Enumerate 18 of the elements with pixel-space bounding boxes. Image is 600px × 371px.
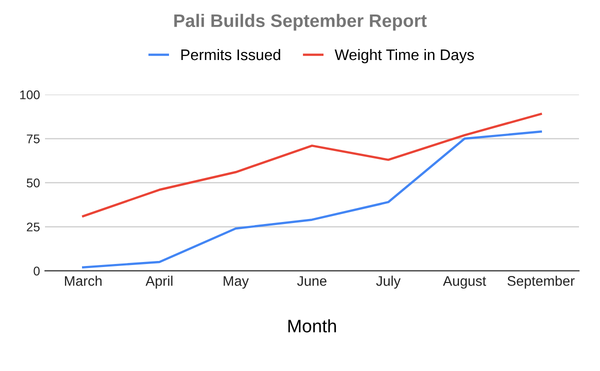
y-tick-label: 25 bbox=[26, 222, 40, 232]
y-tick-label: 0 bbox=[34, 266, 40, 276]
x-tick-label: June bbox=[297, 276, 326, 286]
y-tick-label: 100 bbox=[20, 90, 40, 100]
x-tick-label: March bbox=[64, 276, 102, 286]
chart-title: Pali Builds September Report bbox=[174, 14, 427, 31]
x-tick-label: May bbox=[224, 276, 249, 289]
legend-label: Permits Issued bbox=[181, 48, 280, 60]
line-series bbox=[82, 112, 542, 218]
x-tick-label: September bbox=[508, 276, 575, 289]
x-tick-label: April bbox=[146, 276, 172, 289]
y-tick-label: 75 bbox=[26, 134, 40, 144]
x-tick-label: July bbox=[376, 276, 401, 289]
legend-label: Weight Time in Days bbox=[334, 48, 474, 64]
line-series bbox=[82, 130, 542, 268]
y-tick-label: 50 bbox=[26, 178, 40, 188]
x-axis-title: Month bbox=[288, 319, 336, 332]
x-tick-label: August bbox=[442, 276, 486, 289]
